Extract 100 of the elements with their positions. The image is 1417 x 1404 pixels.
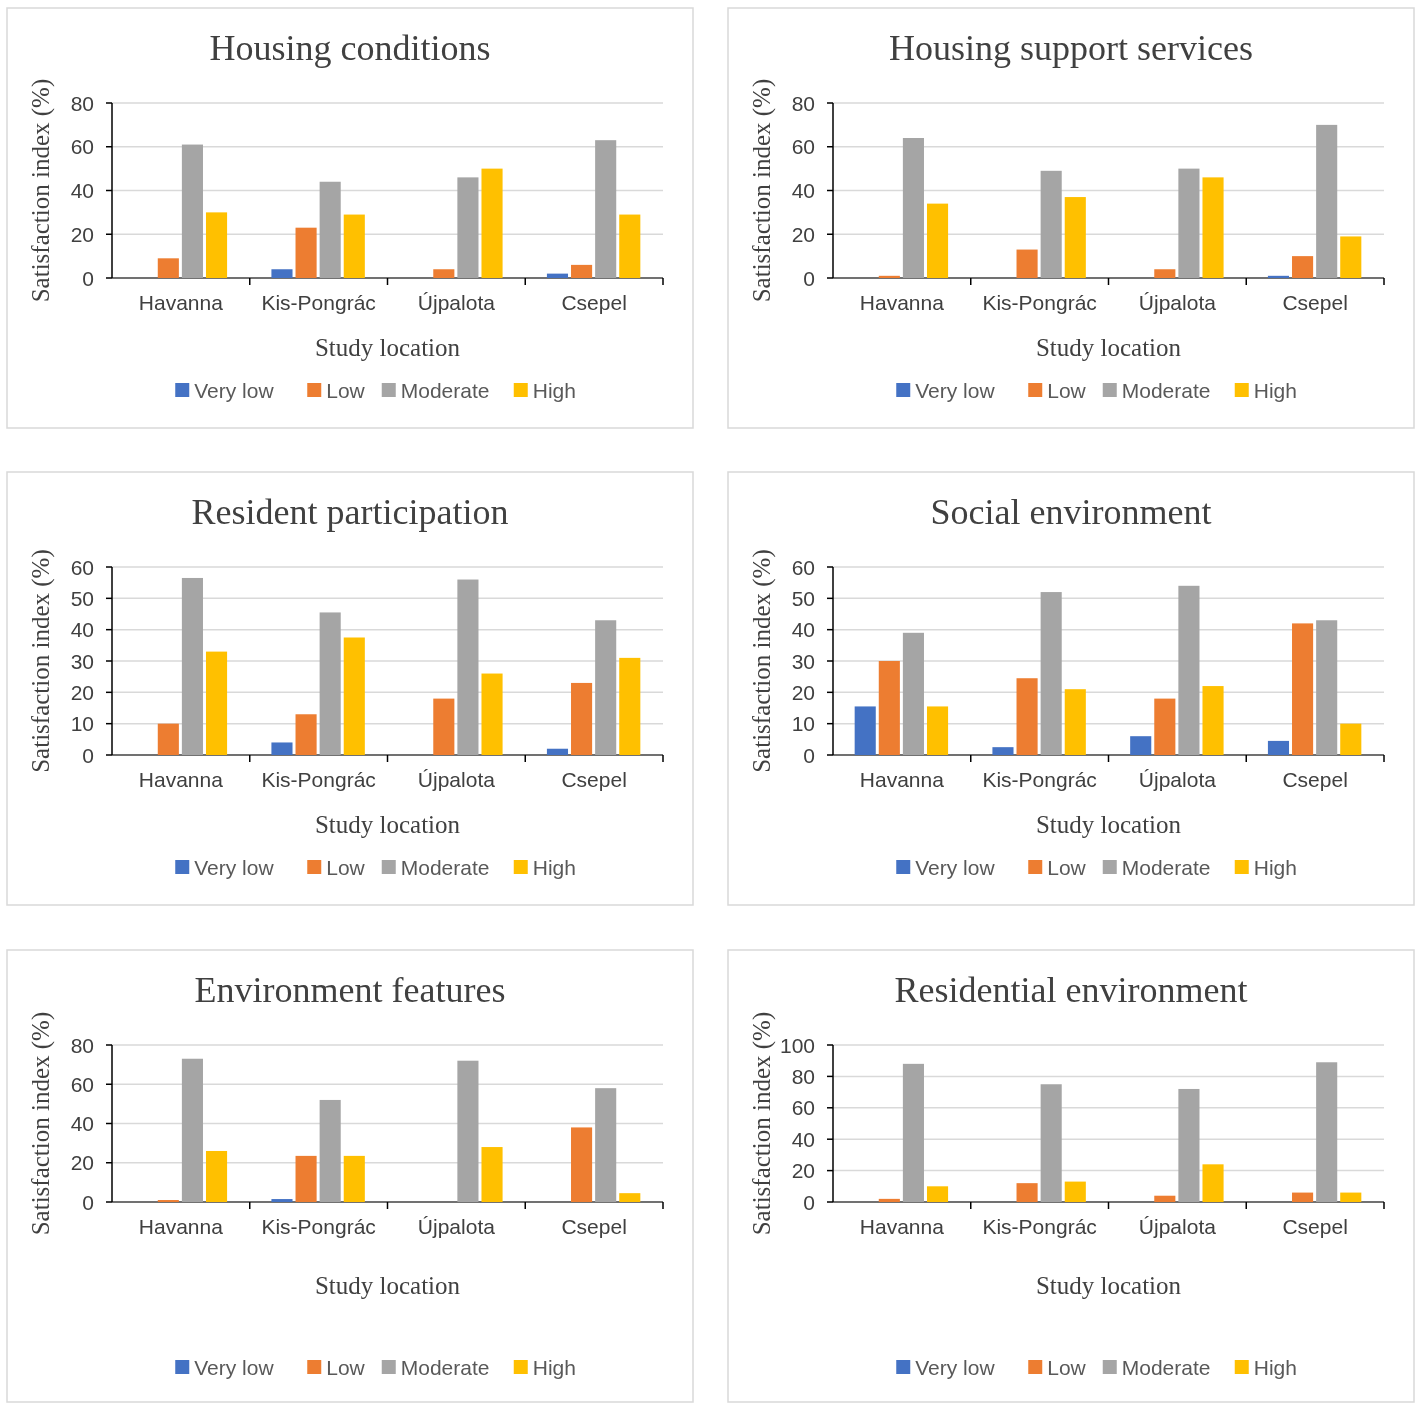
bar	[926, 1186, 949, 1202]
y-tick-label: 60	[791, 1096, 815, 1120]
bar	[319, 1099, 341, 1202]
bar	[878, 275, 900, 278]
y-tick-label: 0	[803, 266, 815, 290]
bar	[1064, 689, 1086, 755]
y-axis-title: Satisfaction index (%)	[748, 549, 776, 773]
legend-label: Low	[326, 378, 366, 402]
legend-label: Moderate	[400, 855, 490, 879]
legend-label: High	[1253, 378, 1297, 402]
bar	[1178, 1088, 1200, 1202]
y-tick-label: 100	[779, 1033, 815, 1057]
chart-title: Social environment	[930, 492, 1212, 532]
x-tick-label: Havanna	[859, 291, 945, 314]
bar	[992, 747, 1014, 755]
bar	[205, 212, 228, 278]
y-tick-label: 60	[70, 555, 94, 579]
x-tick-label: Újpalota	[1138, 768, 1217, 791]
y-tick-label: 40	[70, 1112, 94, 1135]
y-axis-title: Satisfaction index (%)	[27, 78, 55, 303]
legend-label: Very low	[194, 855, 275, 879]
bar	[1040, 170, 1062, 278]
x-tick-label: Havanna	[138, 768, 224, 791]
legend-label: Low	[326, 855, 366, 879]
bar	[157, 258, 179, 278]
x-tick-label: Kis-Pongrác	[982, 1215, 1097, 1238]
bar	[1064, 1181, 1086, 1202]
bar	[1340, 236, 1362, 278]
x-tick-label: Kis-Pongrác	[261, 768, 376, 791]
chart-title: Residential environment	[894, 970, 1248, 1010]
x-axis-title: Study location	[314, 1272, 461, 1299]
bar	[1292, 256, 1314, 278]
bar	[295, 227, 317, 278]
legend-label: Moderate	[400, 1355, 490, 1379]
legend-label: Low	[1047, 378, 1087, 402]
y-tick-label: 0	[82, 266, 94, 290]
bar	[595, 620, 617, 755]
bar	[902, 1063, 924, 1202]
legend-label: High	[532, 1355, 576, 1379]
bar	[481, 168, 503, 278]
bar	[1340, 1192, 1362, 1202]
bar	[319, 181, 341, 278]
bar	[926, 706, 949, 755]
bar	[546, 748, 569, 755]
y-tick-label: 80	[791, 1064, 815, 1088]
bar	[1040, 1084, 1062, 1202]
legend-label: High	[532, 378, 576, 402]
bar	[1202, 1164, 1224, 1202]
y-tick-label: 60	[791, 135, 815, 159]
bar	[1202, 686, 1224, 755]
bar	[433, 698, 455, 755]
bar	[854, 706, 876, 755]
y-tick-label: 60	[791, 555, 815, 579]
bar	[181, 1058, 203, 1202]
bar	[1178, 168, 1200, 278]
x-tick-label: Csepel	[1282, 1215, 1348, 1238]
y-tick-label: 50	[791, 586, 815, 610]
legend-label: Moderate	[400, 378, 490, 402]
chart-title: Environment features	[194, 970, 506, 1010]
x-axis-title: Study location	[1035, 811, 1182, 838]
y-tick-label: 10	[70, 712, 94, 736]
bar	[902, 632, 924, 755]
y-tick-label: 30	[70, 649, 94, 673]
y-tick-label: 40	[70, 618, 94, 642]
bar	[878, 661, 900, 755]
bar	[457, 579, 479, 755]
bar	[1178, 585, 1200, 755]
y-tick-label: 60	[70, 1072, 94, 1096]
x-axis-title: Study location	[314, 334, 461, 361]
bar	[546, 273, 569, 278]
bar	[271, 742, 293, 755]
y-axis-title: Satisfaction index (%)	[27, 549, 55, 773]
bar	[1292, 623, 1314, 755]
x-tick-label: Újpalota	[417, 291, 496, 314]
bar	[343, 1155, 365, 1202]
chart-title: Housing conditions	[209, 28, 491, 68]
legend-label: Moderate	[1121, 855, 1211, 879]
chart-title: Housing support services	[889, 28, 1253, 68]
y-tick-label: 20	[791, 680, 815, 704]
legend-label: Very low	[194, 378, 275, 402]
legend-label: Low	[1047, 1355, 1087, 1379]
bar	[1154, 698, 1176, 755]
legend-label: Very low	[915, 1355, 996, 1379]
bar	[1292, 1192, 1314, 1202]
y-tick-label: 50	[70, 586, 94, 610]
y-tick-label: 0	[82, 1190, 94, 1214]
bar	[619, 657, 641, 755]
bar	[433, 269, 455, 278]
bar	[481, 673, 503, 755]
x-tick-label: Kis-Pongrác	[982, 768, 1097, 791]
legend-label: High	[532, 855, 576, 879]
x-tick-label: Újpalota	[1138, 291, 1217, 314]
bar	[271, 269, 293, 278]
x-tick-label: Kis-Pongrác	[982, 291, 1097, 314]
legend-label: Very low	[194, 1355, 275, 1379]
bar	[878, 1198, 900, 1202]
y-tick-label: 40	[791, 179, 815, 202]
x-tick-label: Kis-Pongrác	[261, 1215, 376, 1238]
x-tick-label: Kis-Pongrác	[261, 291, 376, 314]
bar	[1040, 592, 1062, 755]
